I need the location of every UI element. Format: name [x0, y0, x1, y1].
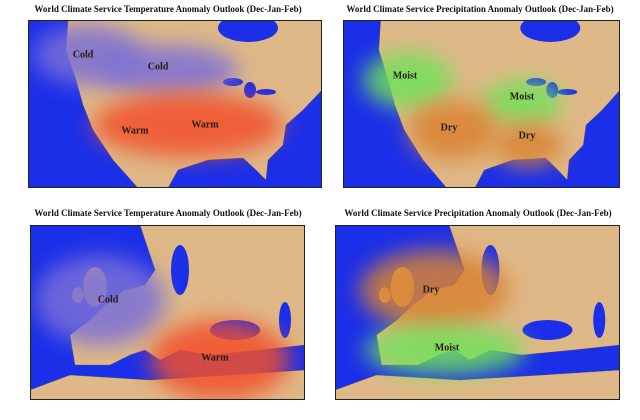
anomaly-label: Warm — [201, 352, 229, 363]
anomaly-area — [365, 325, 525, 375]
anomaly-label: Cold — [98, 294, 119, 305]
anomaly-label: Warm — [121, 125, 149, 136]
panel-title: World Climate Service Precipitation Anom… — [346, 4, 613, 14]
anomaly-area — [483, 80, 563, 124]
anomaly-label: Dry — [423, 284, 440, 295]
water — [520, 20, 581, 42]
map-border — [30, 225, 305, 400]
water — [593, 302, 606, 338]
anomaly-label: Cold — [148, 61, 169, 72]
map-panel: Moist Moist Dry Dry — [343, 20, 620, 188]
water — [256, 89, 276, 95]
panel-title: World Climate Service Temperature Anomal… — [34, 4, 301, 14]
anomaly-label: Moist — [435, 342, 460, 353]
water — [279, 302, 291, 338]
panel-title: World Climate Service Temperature Anomal… — [34, 208, 301, 218]
anomaly-label: Warm — [191, 119, 219, 130]
map-border — [335, 225, 620, 400]
panel-title: World Climate Service Precipitation Anom… — [344, 208, 611, 218]
water — [244, 82, 256, 98]
water — [522, 320, 573, 340]
anomaly-area — [150, 320, 290, 400]
anomaly-area — [363, 52, 453, 108]
anomaly-label: Dry — [441, 122, 458, 133]
map-panel: Cold Warm — [30, 225, 305, 400]
map-border — [28, 20, 322, 188]
map-border — [343, 20, 620, 188]
water — [557, 89, 578, 95]
water — [171, 245, 189, 295]
anomaly-label: Cold — [73, 49, 94, 60]
map-panel: Dry Moist — [335, 225, 620, 400]
map-panel: Cold Cold Warm Warm — [28, 20, 322, 188]
anomaly-label: Dry — [519, 130, 536, 141]
anomaly-label: Moist — [510, 91, 535, 102]
water — [218, 20, 278, 42]
anomaly-area — [93, 93, 283, 157]
anomaly-area — [408, 100, 498, 160]
anomaly-label: Moist — [393, 70, 418, 81]
anomaly-area — [360, 250, 510, 330]
anomaly-area — [98, 45, 238, 95]
anomaly-area — [493, 123, 563, 167]
land — [335, 369, 620, 400]
anomaly-area — [35, 255, 165, 345]
